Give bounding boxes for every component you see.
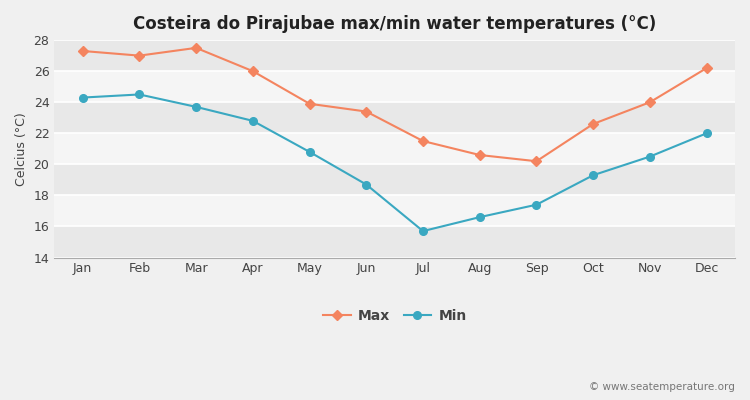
Bar (54, 71, 735, 102)
Bar (54, 133, 735, 164)
Text: © www.seatemperature.org: © www.seatemperature.org (590, 382, 735, 392)
Max (248, 69, 257, 74)
Legend: Max, Min: Max, Min (317, 304, 472, 329)
Max (589, 122, 598, 126)
Line: Min: Min (79, 91, 710, 235)
Min (78, 95, 87, 100)
Min (476, 215, 484, 220)
Max (305, 101, 314, 106)
Line: Max: Max (80, 44, 710, 165)
Bar (54, 164, 735, 195)
Max (532, 159, 541, 164)
Bar (54, 195, 735, 226)
Min (135, 92, 144, 97)
Bar (54, 40, 735, 71)
Max (78, 48, 87, 53)
Max (476, 153, 484, 158)
Min (362, 182, 370, 187)
Max (135, 53, 144, 58)
Min (532, 202, 541, 207)
Y-axis label: Celcius (°C): Celcius (°C) (15, 112, 28, 186)
Bar (54, 102, 735, 133)
Min (248, 118, 257, 123)
Max (191, 46, 200, 50)
Max (702, 66, 711, 70)
Max (362, 109, 370, 114)
Min (191, 104, 200, 109)
Min (419, 229, 428, 234)
Max (646, 100, 655, 105)
Title: Costeira do Pirajubae max/min water temperatures (°C): Costeira do Pirajubae max/min water temp… (133, 15, 656, 33)
Bar (54, 226, 735, 258)
Min (702, 131, 711, 136)
Min (589, 173, 598, 178)
Min (305, 150, 314, 154)
Min (646, 154, 655, 159)
Max (419, 139, 428, 144)
